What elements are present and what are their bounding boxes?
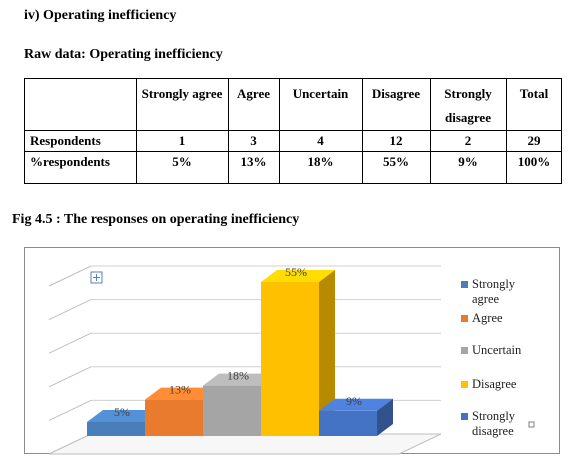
legend-label: Strongly — [472, 277, 516, 291]
table-row-line — [24, 130, 562, 131]
legend-swatch — [461, 413, 468, 420]
table-cell: 13% — [240, 154, 267, 169]
chart-floor — [48, 433, 442, 455]
table-row-line — [24, 151, 562, 152]
section-heading: iv) Operating inefficiency — [24, 8, 177, 23]
table-row-line — [24, 78, 562, 79]
move-handle-icon — [93, 274, 100, 281]
table-header-cell: Uncertain — [292, 86, 349, 101]
table-header-cell: Strongly agree — [141, 86, 223, 101]
table-column-line — [279, 78, 280, 184]
legend-swatch — [461, 315, 468, 322]
raw-data-title: Raw data: Operating inefficiency — [24, 47, 223, 62]
gridline-side — [48, 366, 92, 388]
data-label: 9% — [346, 394, 362, 408]
table-cell: 2 — [464, 133, 472, 148]
legend-label: Disagree — [472, 377, 517, 391]
table-cell: 4 — [317, 133, 324, 148]
bar-front — [87, 422, 145, 436]
gridline-side — [48, 399, 92, 421]
table-column-line — [561, 78, 562, 184]
table-cell: 1 — [178, 133, 186, 148]
table-column-line — [136, 78, 137, 184]
table-cell: 12 — [389, 133, 403, 148]
table-column-line — [24, 78, 25, 184]
bar-front — [319, 410, 377, 436]
chart-area: 5% 13% 18% 55% 9% Strongly agree Agree Uncertain… — [24, 247, 560, 455]
table-column-line — [430, 78, 431, 184]
legend-swatch — [461, 347, 468, 354]
bar-side — [319, 270, 335, 436]
bar-front — [261, 282, 319, 436]
table-cell: 55% — [383, 154, 409, 169]
data-label: 55% — [285, 265, 307, 279]
raw-data-table: Strongly agree Agree Uncertain Disagree Stro… — [24, 78, 562, 184]
gridline-side — [48, 299, 92, 321]
table-header-cell: Disagree — [371, 86, 421, 101]
table-cell: 3 — [250, 133, 257, 148]
bar-top — [203, 373, 277, 386]
bar-chart: 5%13%18%55%9%StronglyagreeAgreeUncertain… — [48, 265, 535, 455]
table-cell: 29 — [527, 133, 541, 148]
bar-top — [87, 410, 161, 422]
bar-top — [319, 398, 393, 411]
table-header-cell: Strongly disagree — [444, 86, 492, 125]
figure-caption: Fig 4.5 : The responses on operating ine… — [12, 212, 300, 227]
bar-top — [261, 270, 335, 282]
data-label: 5% — [114, 405, 130, 419]
legend-label: Uncertain — [472, 343, 522, 357]
gridline-side — [48, 332, 92, 354]
legend-label: agree — [472, 292, 500, 306]
table-cell: 5% — [172, 154, 192, 169]
bar-front — [203, 385, 261, 436]
legend-swatch — [461, 281, 468, 288]
bar-side — [377, 398, 393, 436]
resize-handle-icon — [528, 421, 535, 428]
table-header-cell: Agree — [237, 86, 270, 101]
table-cell: 18% — [307, 154, 334, 169]
legend-label: Strongly — [472, 409, 516, 423]
bar-front — [145, 399, 203, 436]
table-cell: 9% — [458, 154, 478, 169]
data-label: 18% — [227, 369, 249, 383]
table-column-line — [506, 78, 507, 184]
data-label: 13% — [169, 383, 191, 397]
legend-label: Agree — [472, 311, 503, 325]
legend-swatch — [461, 381, 468, 388]
table-row-line — [24, 183, 562, 184]
legend-label: disagree — [472, 424, 514, 438]
table-header-cell: Total — [519, 86, 549, 101]
table-column-line — [362, 78, 363, 184]
table-row-label: Respondents — [30, 133, 101, 148]
gridline-side — [48, 265, 92, 287]
table-column-line — [228, 78, 229, 184]
bar-top — [145, 387, 219, 400]
table-cell: 100% — [517, 154, 551, 169]
table-row-label: %respondents — [30, 154, 110, 169]
